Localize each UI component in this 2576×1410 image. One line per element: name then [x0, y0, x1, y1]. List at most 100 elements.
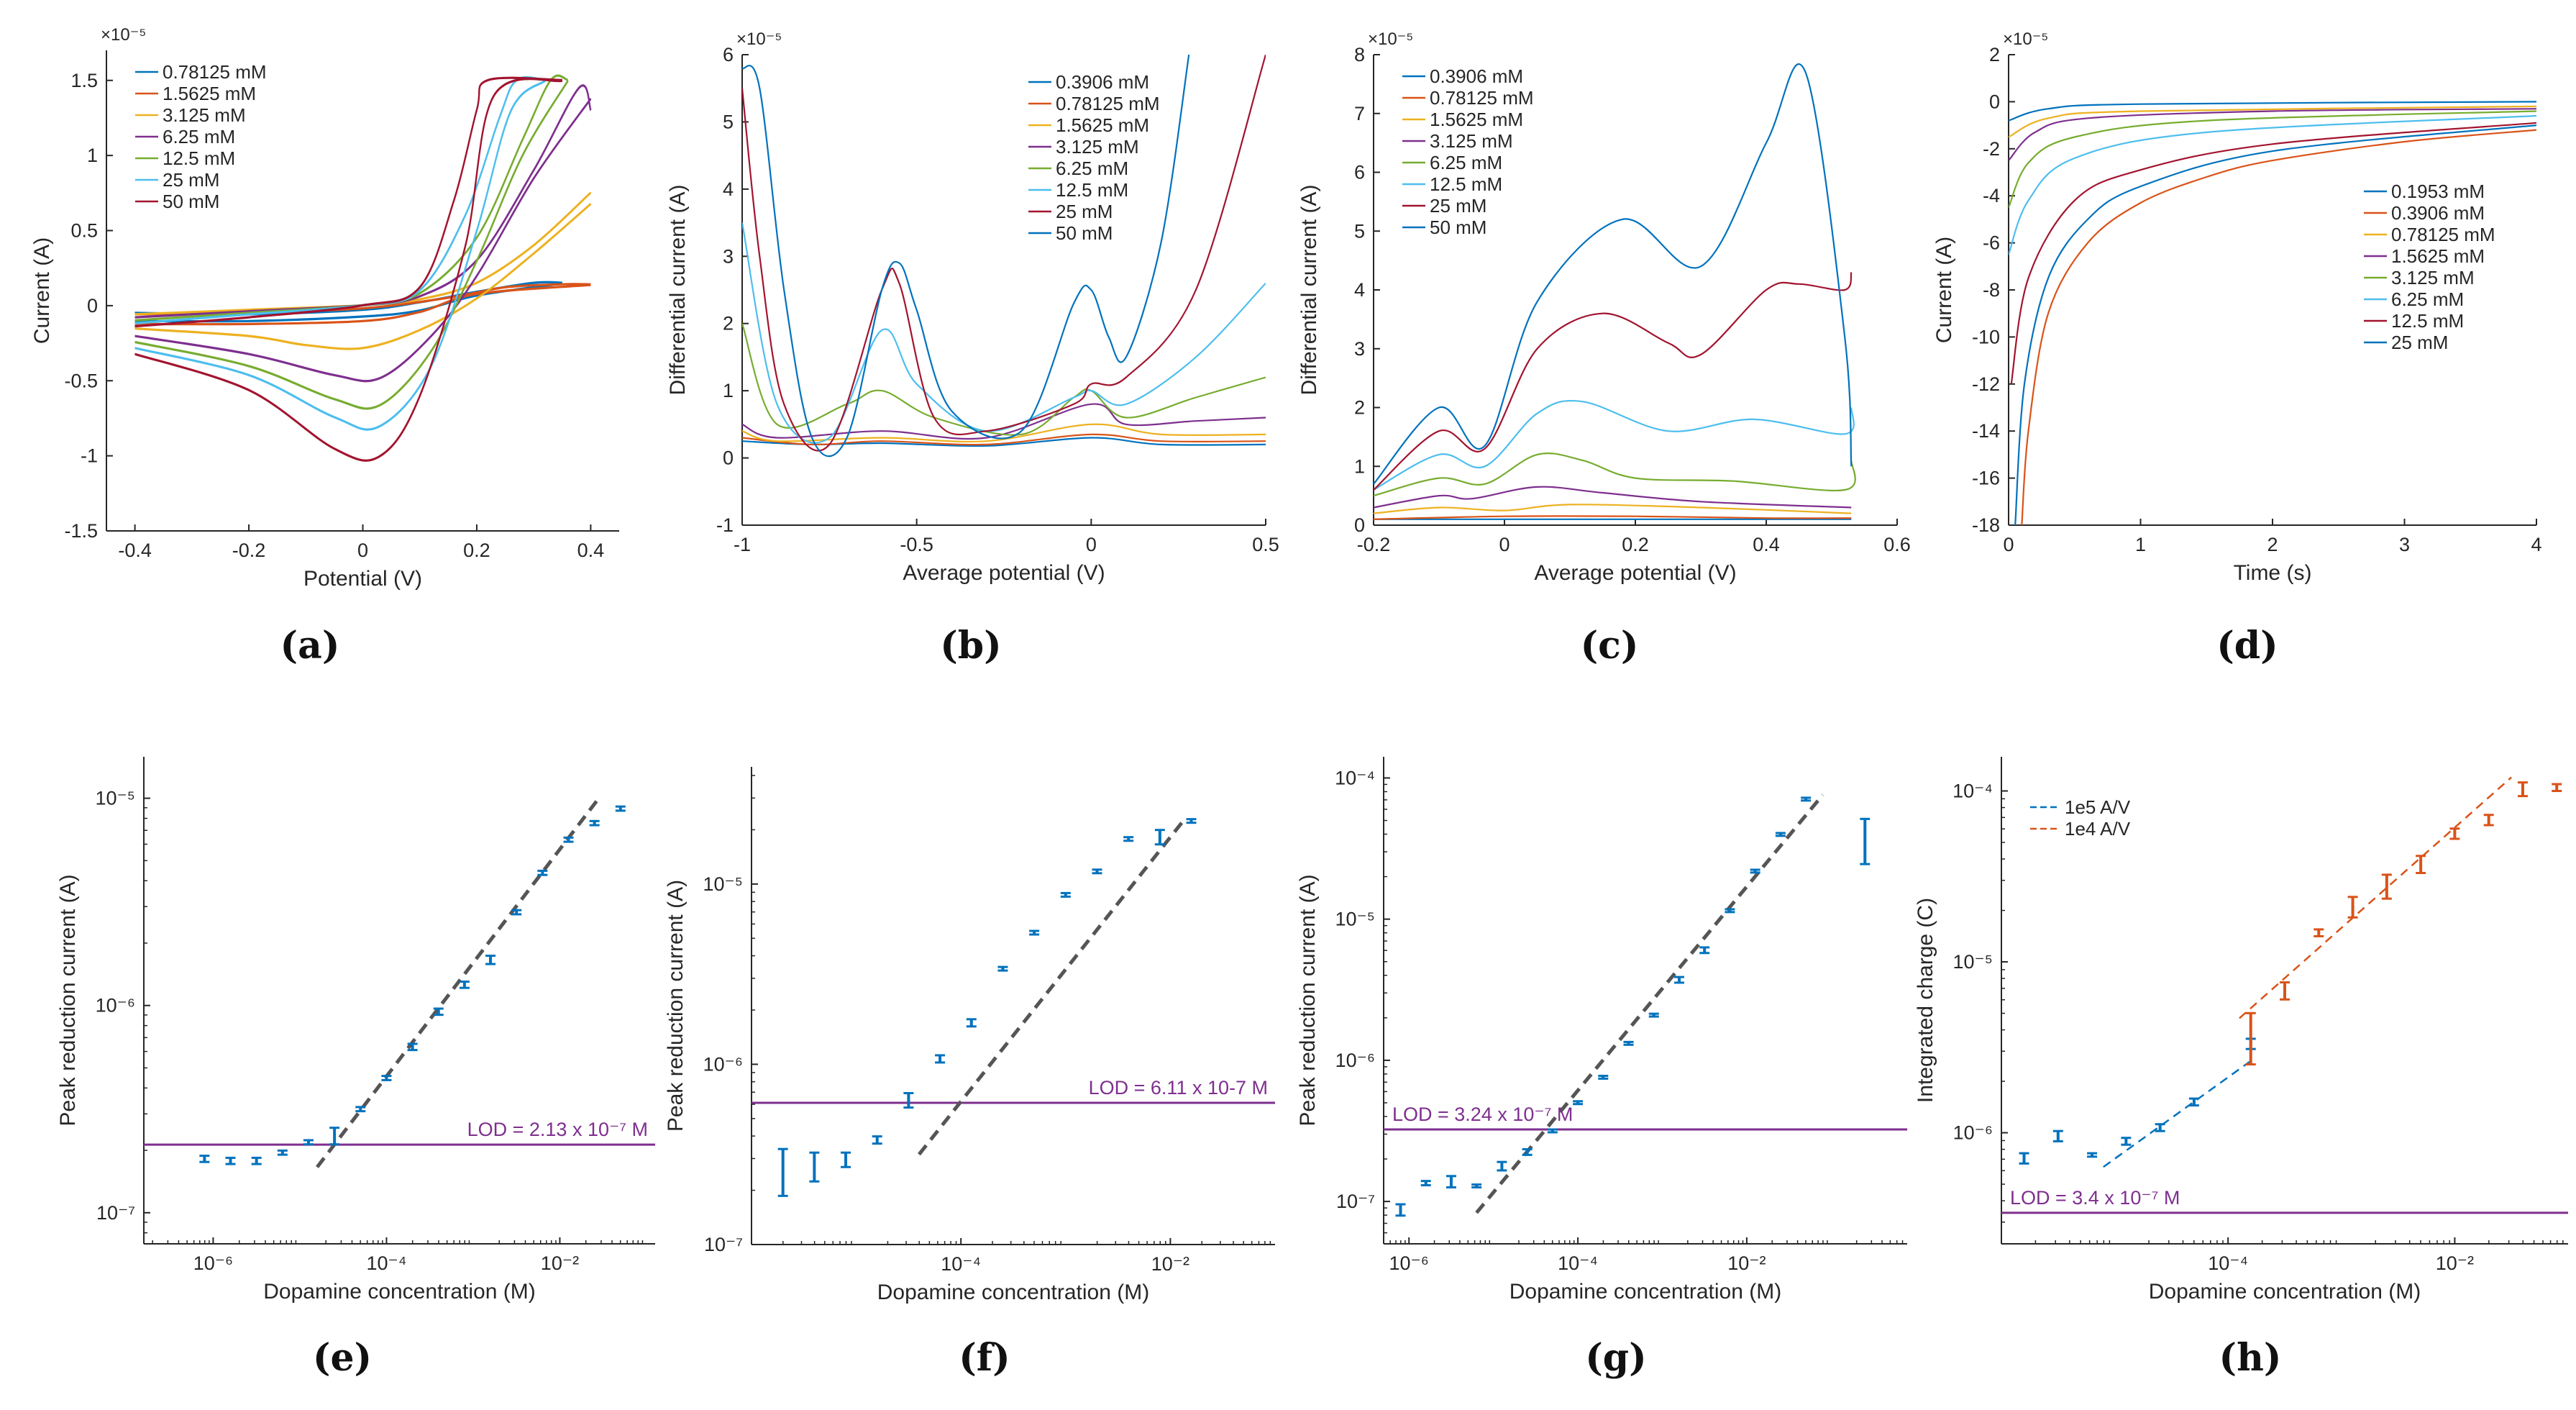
series-line-3125mm	[134, 204, 592, 350]
data-point	[589, 819, 600, 827]
axis-exponent-label: ×10⁻⁵	[1368, 29, 1413, 49]
y-tick-label: 4	[723, 178, 734, 200]
x-tick-label: 0.4	[1753, 534, 1780, 555]
legend-entry: 1.5625 mM	[2391, 245, 2485, 267]
series-line-25mm	[134, 76, 546, 324]
lod-label: LOD = 3.24 x 10⁻⁷ M	[1392, 1104, 1573, 1125]
panel-d: 0 1 2 3 4 -18 -16 -14 -12 -10 -8 -6 -4 -2 0 2 Time (s) Cu…	[1932, 29, 2542, 668]
legend-entry: 3.125 mM	[2391, 267, 2475, 288]
x-tick-label: 10⁻⁶	[1389, 1252, 1429, 1274]
y-tick-label: 10⁻⁷	[1336, 1191, 1375, 1212]
legend-entry: 1.5625 mM	[1056, 114, 1149, 136]
y-tick-label: 10⁻⁷	[96, 1202, 135, 1224]
data-point	[1623, 1040, 1634, 1046]
y-tick-label: 10⁻⁴	[1335, 767, 1375, 788]
legend: 0.3906 mM0.78125 mM1.5625 mM3.125 mM6.25…	[1402, 65, 1534, 238]
data-point	[2280, 981, 2290, 1001]
series-line-3125mm	[742, 403, 1266, 440]
y-tick-label: -8	[1983, 279, 2000, 301]
data-point	[563, 836, 574, 843]
legend-entry: 6.25 mM	[163, 126, 235, 147]
x-tick-label: 3	[2399, 534, 2410, 555]
legend-entry: 12.5 mM	[163, 147, 235, 169]
data-point	[2347, 896, 2358, 919]
y-tick-label: 10⁻⁵	[703, 873, 743, 895]
lod-label: LOD = 2.13 x 10⁻⁷ M	[467, 1119, 648, 1140]
y-axis-label: Differential current (A)	[666, 185, 690, 396]
y-axis-label: Current (A)	[1932, 237, 1956, 343]
x-tick-label: 10⁻²	[2436, 1252, 2474, 1274]
y-tick-label: 3	[723, 245, 734, 267]
data-point	[2121, 1137, 2132, 1146]
x-tick-label: 10⁻⁴	[366, 1252, 406, 1274]
x-axis-label: Time (s)	[2234, 561, 2312, 585]
legend-entry: 12.5 mM	[2391, 310, 2464, 332]
series-line-125mm	[2010, 122, 2536, 384]
data-point	[1522, 1148, 1533, 1156]
x-tick-label: 0.5	[1252, 534, 1279, 555]
data-point	[329, 1127, 340, 1146]
data-point	[1699, 946, 1710, 955]
series-line-3125mm	[134, 203, 592, 350]
data-point	[2087, 1152, 2098, 1158]
y-axis-label: Differential current (A)	[1297, 185, 1321, 396]
panel-g: 10⁻⁶ 10⁻⁴ 10⁻² 10⁻⁷ 10⁻⁶ 10⁻⁵ 10⁻⁴ Dopamine con…	[1296, 757, 1907, 1380]
data-point	[1060, 891, 1071, 898]
data-point	[433, 1007, 444, 1016]
y-axis-label: Integrated charge (C)	[1914, 898, 1937, 1103]
legend-entry: 25 mM	[163, 169, 219, 191]
x-tick-label: 10⁻⁶	[193, 1252, 233, 1274]
data-point	[872, 1135, 882, 1145]
x-tick-label: 10⁻⁴	[941, 1253, 981, 1275]
data-point	[2155, 1123, 2165, 1132]
legend-entry: 50 mM	[1056, 222, 1113, 244]
legend-entry: 6.25 mM	[2391, 288, 2464, 310]
x-tick-label: 10⁻²	[541, 1252, 579, 1274]
legend-entry: 3.125 mM	[1056, 136, 1139, 158]
series-line-50mm	[742, 55, 1190, 458]
lod-label: LOD = 6.11 x 10-7 M	[1089, 1077, 1268, 1099]
data-point	[1420, 1180, 1431, 1187]
x-tick-label: 0.4	[577, 540, 605, 561]
x-axis-label: Dopamine concentration (M)	[2149, 1280, 2421, 1304]
y-axis-label: Current (A)	[30, 237, 54, 344]
data-point	[1673, 975, 1684, 984]
legend-entry: 0.3906 mM	[1430, 65, 1523, 87]
data-point	[903, 1092, 914, 1109]
x-axis-label: Potential (V)	[303, 567, 422, 591]
legend-entry: 0.78125 mM	[2391, 224, 2495, 245]
series-line-15625mm	[2009, 108, 2536, 161]
data-point	[1497, 1160, 1507, 1172]
series-line-125mm	[134, 74, 569, 321]
y-tick-label: 10⁻⁶	[1335, 1050, 1375, 1071]
y-tick-label: 6	[723, 44, 734, 65]
fit-line	[1475, 793, 1824, 1214]
data-point	[381, 1075, 392, 1081]
series-line-25mm	[2014, 124, 2536, 525]
series-line-625mm	[1374, 452, 1856, 497]
panel-label: (g)	[1585, 1336, 1647, 1380]
legend-entry: 1.5625 mM	[163, 83, 256, 104]
legend-entry: 0.78125 mM	[1430, 87, 1534, 109]
legend-entry: 1e4 A/V	[2065, 818, 2131, 840]
data-point	[1750, 868, 1760, 874]
series-line-125mm	[1374, 399, 1855, 491]
data-point	[1801, 796, 1812, 802]
plot-area	[1374, 63, 1856, 520]
plot-area	[742, 55, 1266, 458]
panel-label: (h)	[2219, 1336, 2281, 1380]
legend-entry: 3.125 mM	[163, 104, 246, 126]
x-tick-label: 0	[357, 540, 368, 561]
data-point	[1860, 817, 1871, 865]
y-tick-label: -14	[1972, 420, 2000, 442]
data-point	[199, 1155, 210, 1163]
x-tick-label: 0.2	[1622, 534, 1649, 555]
panel-a: -0.4 -0.2 0 0.2 0.4 -1.5 -1 -0.5 0 0.5 1 1.5 Potenti…	[30, 25, 619, 668]
data-point	[1598, 1074, 1609, 1080]
legend-entry: 0.3906 mM	[1056, 71, 1149, 93]
plot-area	[2001, 776, 2568, 1214]
data-point	[277, 1149, 288, 1156]
data-point	[537, 869, 548, 876]
y-tick-label: 10⁻⁴	[1952, 781, 1993, 802]
